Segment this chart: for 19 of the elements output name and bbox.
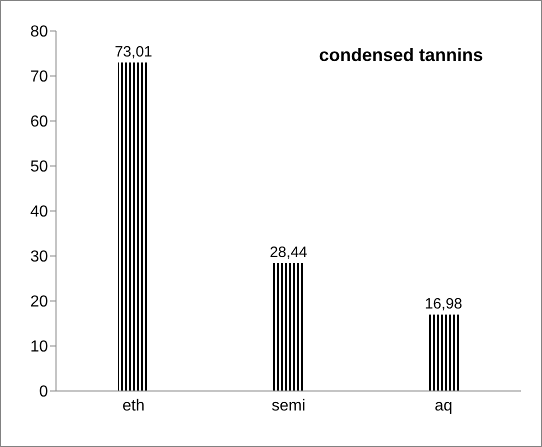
y-tick-label: 30 — [30, 248, 48, 266]
y-tick-label: 10 — [30, 338, 48, 356]
text: condensed tannins — [318, 45, 484, 65]
y-tick-label: 50 — [30, 158, 48, 176]
x-tick-label: aq — [434, 397, 452, 414]
y-tick-label: 20 — [30, 294, 48, 311]
y-tick-label: 70 — [30, 68, 48, 86]
x-tick-label: semi — [272, 397, 306, 414]
bar — [118, 62, 149, 391]
y-tick-label: 60 — [30, 114, 48, 131]
bar — [273, 263, 304, 391]
bar — [428, 314, 459, 391]
data-label: 28,44 — [270, 244, 308, 262]
y-tick-label: 0 — [39, 384, 48, 401]
data-label: 16,98 — [424, 296, 462, 313]
data-label: 73,01 — [114, 43, 152, 60]
x-tick-label: eth — [122, 397, 145, 414]
y-tick-label: 80 — [30, 24, 48, 41]
y-tick-label: 40 — [30, 204, 48, 221]
